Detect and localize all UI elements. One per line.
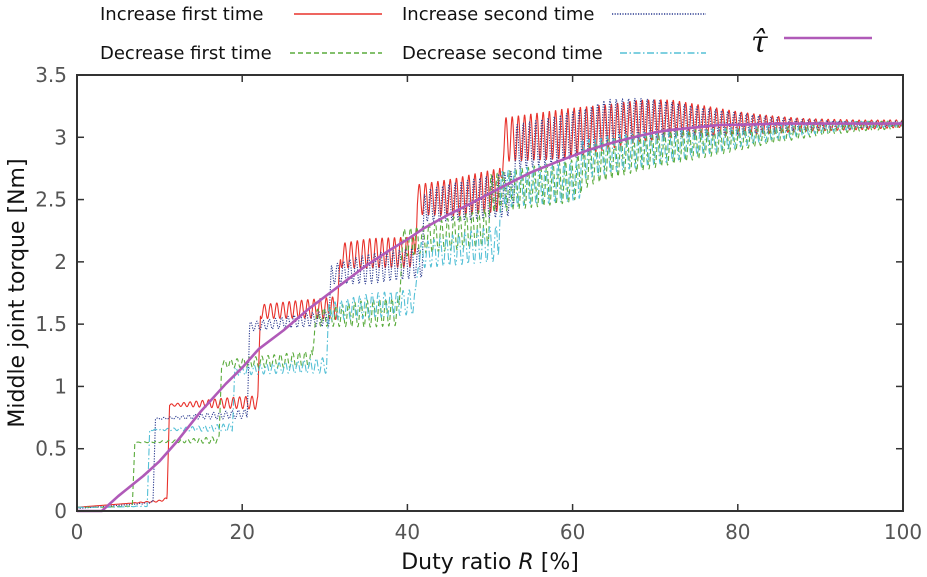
x-axis-label-text: Duty ratio [401, 550, 511, 575]
series-line-2 [76, 97, 904, 510]
y-tick-label: 2 [54, 250, 67, 274]
y-tick-label: 3.5 [35, 63, 67, 87]
x-tick-label: 80 [725, 520, 750, 544]
legend-label-5: τ̂ [751, 25, 768, 60]
y-tick-label: 1 [54, 374, 67, 398]
ticks-layer: 0 20 40 60 80 100 0 0.5 1 1.5 2 2.5 3 3.5 [35, 63, 922, 544]
x-tick-label: 100 [884, 520, 922, 544]
plot-frame [76, 74, 904, 512]
x-tick-label: 0 [71, 520, 84, 544]
legend: Increase first time Increase second time D… [100, 4, 872, 64]
legend-label-1: Increase first time [100, 4, 263, 25]
x-axis-label-unit: [%] [541, 550, 579, 575]
x-axis-label: Duty ratio R [%] [401, 550, 579, 575]
x-tick-label: 20 [229, 520, 254, 544]
x-tick-label: 40 [395, 520, 420, 544]
y-axis-label: Middle joint torque [Nm] [5, 158, 30, 427]
legend-label-3: Decrease first time [100, 43, 272, 64]
y-tick-label: 0.5 [35, 437, 67, 461]
legend-label-2: Increase second time [402, 4, 594, 25]
legend-label-4: Decrease second time [402, 43, 603, 64]
series-line-3 [76, 120, 904, 508]
series-line-4 [76, 120, 904, 508]
x-axis-label-variable: R [518, 550, 533, 575]
x-tick-label: 60 [560, 520, 585, 544]
y-tick-label: 1.5 [35, 312, 67, 336]
y-tick-label: 2.5 [35, 188, 67, 212]
series-line-1 [76, 99, 904, 508]
y-tick-label: 0 [54, 499, 67, 523]
series-layer [76, 97, 904, 513]
y-tick-label: 3 [54, 125, 67, 149]
series-line-5 [77, 122, 903, 513]
